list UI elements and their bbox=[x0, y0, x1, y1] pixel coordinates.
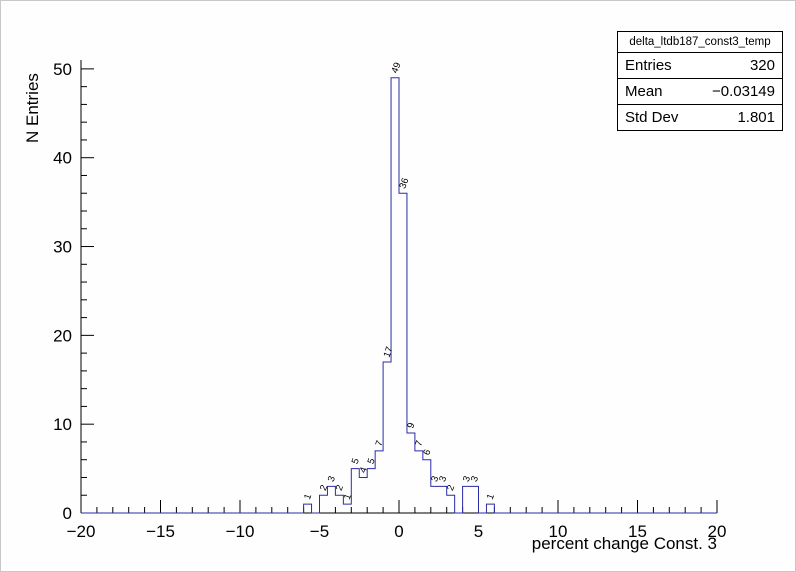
svg-text:0: 0 bbox=[63, 504, 72, 523]
svg-text:2: 2 bbox=[318, 484, 330, 493]
stats-row-entries: Entries 320 bbox=[618, 53, 782, 78]
svg-text:3: 3 bbox=[469, 475, 481, 484]
stats-value-mean: −0.03149 bbox=[712, 83, 775, 100]
svg-text:10: 10 bbox=[53, 415, 72, 434]
svg-text:9: 9 bbox=[405, 421, 417, 430]
svg-text:7: 7 bbox=[374, 439, 386, 448]
svg-text:3: 3 bbox=[437, 475, 449, 484]
stats-body: Entries 320 Mean −0.03149 Std Dev 1.801 bbox=[617, 53, 783, 131]
svg-text:3: 3 bbox=[429, 475, 441, 484]
svg-text:3: 3 bbox=[461, 475, 473, 484]
stats-label-stddev: Std Dev bbox=[625, 109, 679, 126]
x-axis-title: percent change Const. 3 bbox=[531, 534, 717, 553]
y-axis-title: N Entries bbox=[23, 73, 42, 143]
svg-text:49: 49 bbox=[390, 61, 404, 75]
svg-text:40: 40 bbox=[53, 149, 72, 168]
svg-text:2: 2 bbox=[334, 484, 346, 493]
svg-text:20: 20 bbox=[53, 326, 72, 345]
stats-title: delta_ltdb187_const3_temp bbox=[617, 31, 783, 53]
stats-label-mean: Mean bbox=[625, 83, 663, 100]
svg-text:4: 4 bbox=[358, 466, 370, 475]
svg-text:15: 15 bbox=[628, 522, 647, 541]
svg-text:−20: −20 bbox=[67, 522, 96, 541]
svg-text:10: 10 bbox=[549, 522, 568, 541]
svg-text:−15: −15 bbox=[146, 522, 175, 541]
svg-text:2: 2 bbox=[445, 484, 457, 493]
svg-text:7: 7 bbox=[413, 439, 425, 448]
stats-value-stddev: 1.801 bbox=[737, 109, 775, 126]
svg-text:1: 1 bbox=[342, 492, 354, 501]
stats-row-stddev: Std Dev 1.801 bbox=[618, 104, 782, 130]
svg-text:0: 0 bbox=[394, 522, 403, 541]
svg-text:−5: −5 bbox=[310, 522, 329, 541]
stats-value-entries: 320 bbox=[749, 57, 775, 74]
stats-pave: delta_ltdb187_const3_temp Entries 320 Me… bbox=[617, 31, 783, 131]
svg-text:6: 6 bbox=[421, 448, 433, 457]
stats-row-mean: Mean −0.03149 bbox=[618, 78, 782, 104]
svg-text:20: 20 bbox=[708, 522, 727, 541]
svg-text:1: 1 bbox=[485, 492, 497, 501]
svg-text:30: 30 bbox=[53, 238, 72, 257]
stats-label-entries: Entries bbox=[625, 57, 672, 74]
svg-text:1: 1 bbox=[302, 492, 314, 501]
svg-text:50: 50 bbox=[53, 60, 72, 79]
svg-text:5: 5 bbox=[366, 457, 378, 466]
svg-text:3: 3 bbox=[326, 475, 338, 484]
svg-text:36: 36 bbox=[397, 177, 411, 191]
svg-text:−10: −10 bbox=[226, 522, 255, 541]
svg-text:17: 17 bbox=[382, 345, 396, 359]
svg-text:5: 5 bbox=[350, 457, 362, 466]
svg-text:5: 5 bbox=[474, 522, 483, 541]
